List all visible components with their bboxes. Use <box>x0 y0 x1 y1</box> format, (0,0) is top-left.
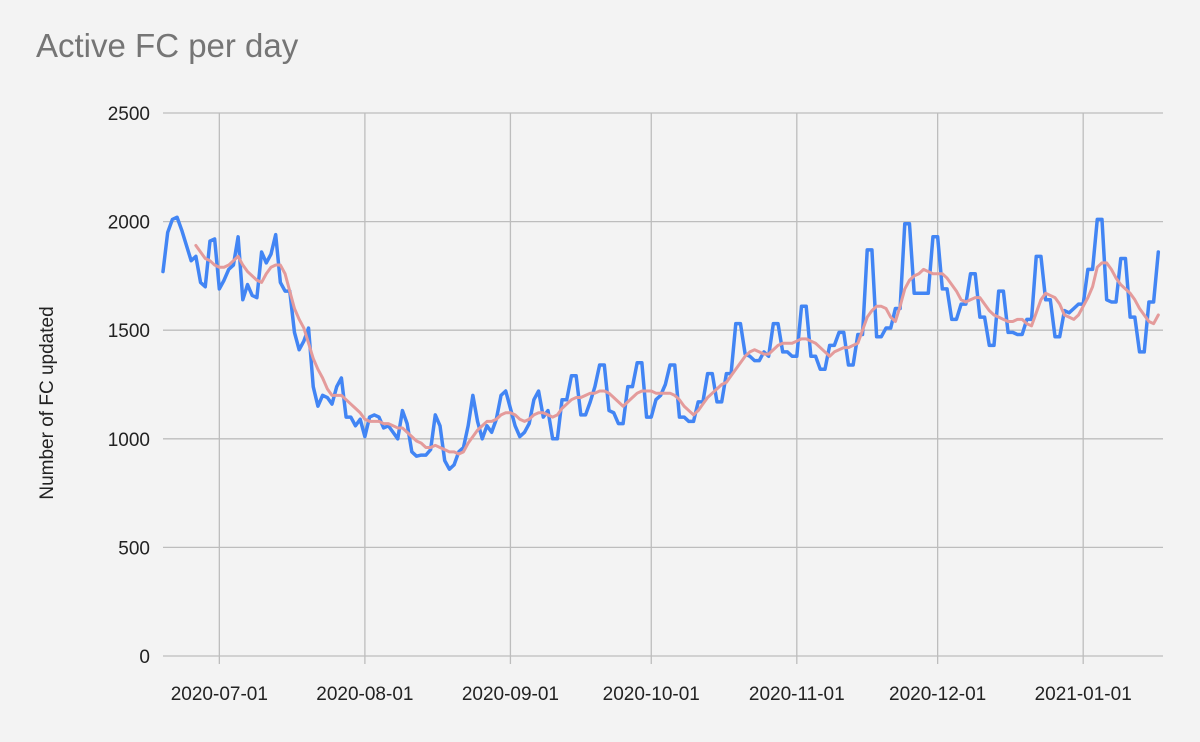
y-tick-label: 1000 <box>108 430 150 451</box>
chart-title: Active FC per day <box>36 27 299 64</box>
x-tick-label: 2020-11-01 <box>749 684 845 705</box>
y-tick-label: 2500 <box>108 104 150 125</box>
x-tick-label: 2020-09-01 <box>462 684 559 705</box>
x-tick-label: 2020-10-01 <box>603 684 700 705</box>
plot-area <box>161 215 1161 471</box>
x-tick-label: 2020-08-01 <box>316 684 413 705</box>
grid <box>163 112 1163 664</box>
x-tick-label: 2020-07-01 <box>171 684 268 705</box>
series-line <box>161 215 1161 471</box>
axis-labels: 0 500 1000 1500 2000 2500 2020-07-01 2020-08-01… <box>108 104 1132 705</box>
series-line <box>194 243 1160 456</box>
y-tick-label: 500 <box>118 538 150 559</box>
y-tick-label: 1500 <box>108 321 150 342</box>
y-tick-label: 0 <box>139 647 150 668</box>
x-tick-label: 2020-12-01 <box>889 684 986 705</box>
y-tick-label: 2000 <box>108 213 150 234</box>
y-axis-label: Number of FC updated <box>37 306 58 499</box>
x-tick-label: 2021-01-01 <box>1035 684 1132 705</box>
